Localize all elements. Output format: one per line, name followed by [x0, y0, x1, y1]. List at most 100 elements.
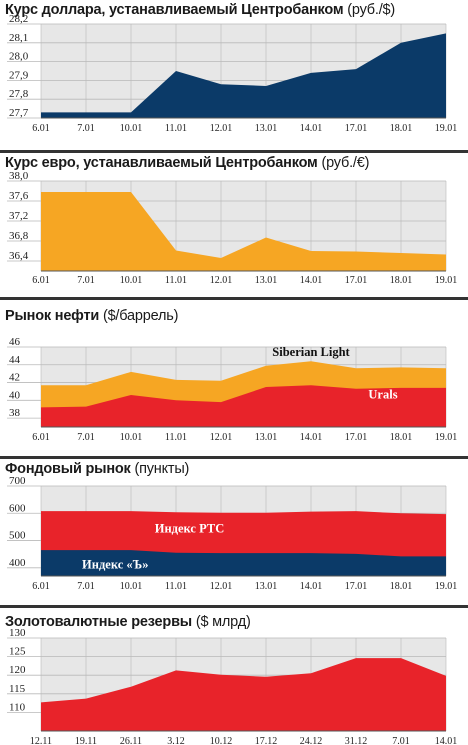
reserves-title: Золотовалютные резервы ($ млрд): [5, 614, 251, 630]
x-tick-label: 12.01: [210, 432, 233, 443]
reserves-panel: Золотовалютные резервы ($ млрд) 110 115 12…: [0, 608, 468, 745]
y-tick-label: 37,2: [9, 210, 28, 222]
x-tick-label: 12.01: [210, 123, 233, 134]
y-tick-label: 38,0: [9, 170, 29, 182]
y-tick-label: 700: [9, 475, 26, 487]
series-area: [41, 192, 446, 271]
x-tick-label: 6.01: [32, 581, 50, 592]
x-tick-label: 14.01: [300, 123, 323, 134]
x-tick-label: 19.11: [75, 736, 97, 745]
panel-divider: [0, 456, 468, 459]
x-tick-label: 13.01: [255, 275, 278, 286]
y-tick-label: 130: [9, 627, 26, 639]
stock-market-chart: 400 500 600 700 6.01 7.01 10.01 11.01 12.01 13.01…: [7, 475, 458, 592]
x-tick-label: 10.01: [120, 432, 143, 443]
oil-market-title-unit: ($/баррель): [102, 308, 179, 324]
series-area-2: [41, 550, 446, 576]
eur-rate-panel: Курс евро, устанавливаемый Центробанком …: [0, 153, 468, 297]
x-tick-label: 6.01: [32, 432, 50, 443]
x-tick-label: 18.01: [390, 123, 413, 134]
x-tick-label: 13.01: [255, 581, 278, 592]
x-tick-label: 19.01: [435, 432, 458, 443]
reserves-title-unit: ($ млрд): [195, 614, 251, 630]
x-tick-label: 6.01: [32, 275, 50, 286]
x-tick-label: 17.12: [255, 736, 278, 745]
y-tick-label: 27,8: [9, 88, 29, 100]
x-tick-label: 26.11: [120, 736, 142, 745]
x-tick-label: 14.01: [300, 432, 323, 443]
x-tick-label: 6.01: [32, 123, 50, 134]
x-tick-label: 18.01: [390, 581, 413, 592]
x-tick-label: 12.01: [210, 275, 233, 286]
x-tick-label: 17.01: [345, 123, 368, 134]
oil-market-title: Рынок нефти ($/баррель): [5, 308, 178, 324]
x-tick-label: 3.12: [167, 736, 185, 745]
panel-divider: [0, 605, 468, 608]
eur-rate-title-unit: (руб./€): [321, 155, 370, 171]
stock-market-panel: Фондовый рынок (пункты) 400 500 600 700 6.01…: [0, 459, 468, 605]
y-tick-label: 600: [9, 502, 26, 514]
x-tick-label: 7.01: [392, 736, 410, 745]
y-tick-label: 27,7: [9, 107, 29, 119]
y-tick-label: 120: [9, 664, 26, 676]
usd-rate-title-main: Курс доллара, устанавливаемый Центробанк…: [5, 2, 344, 18]
panel-divider: [0, 150, 468, 153]
x-tick-label: 31.12: [345, 736, 368, 745]
series-area-2: [41, 385, 446, 427]
x-tick-label: 14.01: [435, 736, 458, 745]
x-tick-label: 11.01: [165, 275, 187, 286]
reserves-chart: 110 115 120 125 130 12.11 19.11 26.11 3.12 10.12 1…: [7, 627, 458, 745]
x-tick-label: 11.01: [165, 581, 187, 592]
usd-rate-title-unit: (руб./$): [347, 2, 396, 18]
stock-market-title: Фондовый рынок (пункты): [5, 461, 189, 477]
x-tick-label: 19.01: [435, 123, 458, 134]
y-tick-label: 36,4: [9, 250, 29, 262]
x-tick-label: 12.01: [210, 581, 233, 592]
y-tick-label: 38: [9, 407, 21, 419]
x-tick-label: 7.01: [77, 123, 95, 134]
x-tick-label: 24.12: [300, 736, 323, 745]
series-label: Urals: [368, 388, 397, 402]
x-tick-label: 10.01: [120, 581, 143, 592]
x-tick-label: 14.01: [300, 275, 323, 286]
series-label: Индекс РТС: [155, 521, 225, 535]
x-tick-label: 18.01: [390, 432, 413, 443]
y-tick-label: 27,9: [9, 69, 29, 81]
series-area: [41, 658, 446, 731]
y-tick-label: 500: [9, 530, 26, 542]
y-tick-label: 28,0: [9, 51, 29, 63]
x-tick-label: 14.01: [300, 581, 323, 592]
reserves-title-main: Золотовалютные резервы: [5, 614, 192, 630]
y-tick-label: 46: [9, 336, 21, 348]
panel-divider: [0, 297, 468, 300]
series-area: [41, 33, 446, 118]
x-tick-label: 10.01: [120, 275, 143, 286]
x-tick-label: 7.01: [77, 275, 95, 286]
x-tick-label: 7.01: [77, 581, 95, 592]
y-tick-label: 125: [9, 646, 26, 658]
oil-market-chart: 38 40 42 44 46 6.01 7.01 10.01 11.01 12.01 13.01 14…: [7, 336, 458, 443]
x-tick-label: 17.01: [345, 275, 368, 286]
x-tick-label: 19.01: [435, 581, 458, 592]
usd-rate-panel: Курс доллара, устанавливаемый Центробанк…: [0, 0, 468, 150]
y-tick-label: 400: [9, 557, 26, 569]
y-tick-label: 28,1: [9, 32, 28, 44]
y-tick-label: 110: [9, 701, 26, 713]
y-tick-label: 28,2: [9, 13, 28, 25]
y-tick-label: 40: [9, 389, 21, 401]
y-tick-label: 115: [9, 683, 26, 695]
x-tick-label: 19.01: [435, 275, 458, 286]
x-tick-label: 7.01: [77, 432, 95, 443]
usd-rate-chart: 27,7 27,8 27,9 28,0 28,1 28,2 6.01 7.01 10.01 11.…: [7, 13, 458, 134]
y-tick-label: 42: [9, 372, 20, 384]
stock-market-title-main: Фондовый рынок: [5, 461, 131, 477]
eur-rate-title: Курс евро, устанавливаемый Центробанком …: [5, 155, 369, 171]
series-label: Siberian Light: [272, 345, 350, 359]
oil-market-panel: Рынок нефти ($/баррель) 38 40 42 44 46 6.01 7.…: [0, 300, 468, 456]
x-tick-label: 10.01: [120, 123, 143, 134]
x-tick-label: 18.01: [390, 275, 413, 286]
x-tick-label: 13.01: [255, 123, 278, 134]
x-tick-label: 17.01: [345, 432, 368, 443]
x-tick-label: 13.01: [255, 432, 278, 443]
eur-rate-chart: 36,4 36,8 37,2 37,6 38,0 6.01 7.01 10.01 11.01 12…: [7, 170, 458, 286]
